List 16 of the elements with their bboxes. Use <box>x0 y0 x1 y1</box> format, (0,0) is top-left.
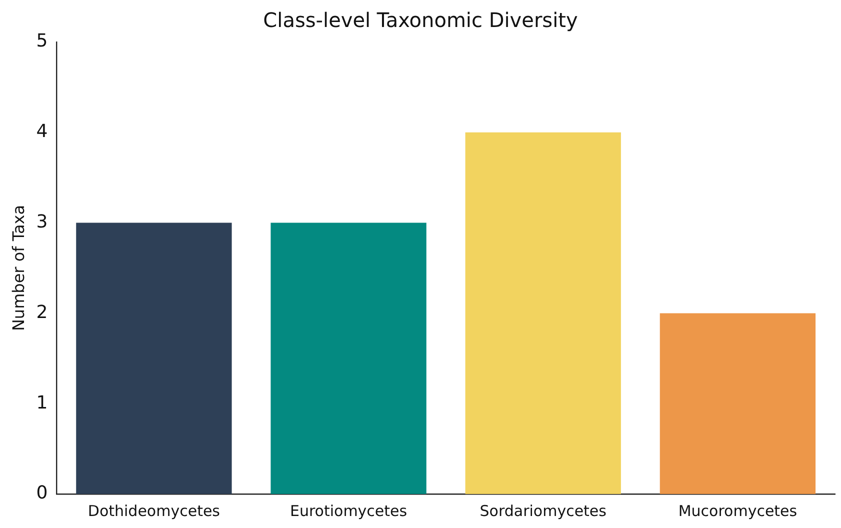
x-tick-label: Dothideomycetes <box>88 502 220 520</box>
x-tick-label: Sordariomycetes <box>480 502 607 520</box>
y-tick-label: 0 <box>36 482 48 504</box>
bar <box>76 222 232 494</box>
x-tick-label: Eurotiomycetes <box>290 502 408 520</box>
y-tick-label: 3 <box>36 211 48 232</box>
chart-title: Class-level Taxonomic Diversity <box>263 8 578 32</box>
y-tick-label: 4 <box>36 121 48 142</box>
x-tick-label: Mucoromycetes <box>678 502 798 520</box>
bar <box>660 313 816 494</box>
y-tick-label: 2 <box>36 302 48 323</box>
y-tick-label: 5 <box>36 30 48 52</box>
bar <box>465 132 621 494</box>
bar <box>270 222 426 494</box>
y-axis-title: Number of Taxa <box>8 204 28 332</box>
y-tick-label: 1 <box>36 392 48 414</box>
